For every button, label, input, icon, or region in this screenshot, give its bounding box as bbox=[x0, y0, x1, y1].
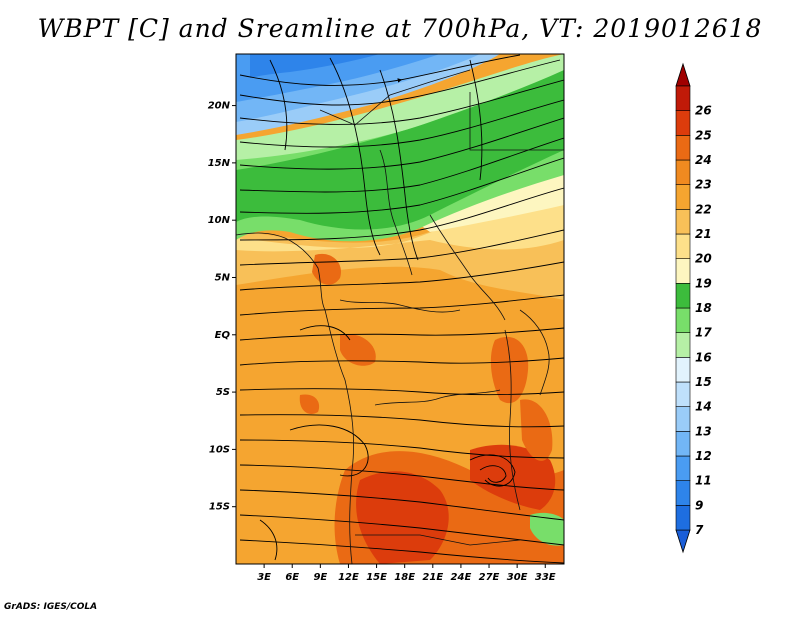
colorbar-label: 14 bbox=[695, 400, 712, 414]
colorbar-segment bbox=[675, 480, 691, 506]
colorbar-label: 20 bbox=[695, 252, 712, 266]
lat-tick-label: 20N bbox=[208, 101, 231, 112]
colorbar-label: 17 bbox=[695, 326, 712, 340]
streamlines bbox=[239, 54, 564, 564]
lat-tick-label: 10S bbox=[209, 444, 230, 455]
lon-tick-label: 12E bbox=[338, 572, 359, 583]
grads-credit: GrADS: IGES/COLA bbox=[4, 602, 98, 612]
colorbar-segment bbox=[675, 135, 691, 161]
colorbar-segment bbox=[675, 505, 691, 531]
colorbar-label: 16 bbox=[695, 350, 712, 364]
map-frame bbox=[235, 53, 565, 565]
colorbar-label: 24 bbox=[695, 153, 712, 167]
colorbar-segment bbox=[675, 307, 691, 333]
lon-tick-label: 9E bbox=[313, 572, 327, 583]
country-borders bbox=[236, 69, 564, 564]
colorbar-label: 11 bbox=[695, 474, 712, 488]
colorbar-segment bbox=[675, 332, 691, 358]
lat-tick-label: 15N bbox=[208, 158, 231, 169]
colorbar-label: 25 bbox=[695, 128, 712, 142]
colorbar-label: 26 bbox=[695, 104, 712, 118]
colorbar-segment bbox=[675, 258, 691, 284]
lat-tick-label: 5S bbox=[216, 387, 230, 398]
colorbar-segment bbox=[675, 233, 691, 259]
lon-tick-label: 6E bbox=[285, 572, 299, 583]
wbpt-shaded-field bbox=[236, 54, 564, 564]
lon-tick-label: 30E bbox=[507, 572, 528, 583]
colorbar-segment bbox=[675, 110, 691, 136]
colorbar-label: 9 bbox=[695, 498, 703, 512]
lon-tick-label: 15E bbox=[366, 572, 387, 583]
colorbar-segment bbox=[675, 159, 691, 185]
colorbar-label: 15 bbox=[695, 375, 712, 389]
lon-tick-label: 3E bbox=[257, 572, 271, 583]
colorbar-label: 19 bbox=[695, 276, 712, 290]
colorbar-segment bbox=[675, 184, 691, 210]
colorbar-label: 22 bbox=[695, 202, 712, 216]
latitude-axis: 20N 15N 10N 5N EQ 5S 10S 15S bbox=[208, 101, 236, 513]
lon-tick-label: 27E bbox=[479, 572, 500, 583]
colorbar-segment bbox=[675, 357, 691, 383]
colorbar-label: 13 bbox=[695, 424, 712, 438]
colorbar-segment bbox=[675, 455, 691, 481]
lon-tick-label: 33E bbox=[535, 572, 556, 583]
colorbar-label: 18 bbox=[695, 301, 712, 315]
colorbar-label: 23 bbox=[695, 178, 712, 192]
lat-tick-label: 10N bbox=[208, 215, 231, 226]
longitude-axis: 3E 6E 9E 12E 15E 18E 21E 24E 27E 30E 33E bbox=[257, 564, 556, 583]
colorbar-label: 7 bbox=[695, 523, 704, 537]
lat-tick-label: 5N bbox=[215, 272, 231, 283]
colorbar-segment bbox=[675, 406, 691, 432]
lat-tick-label: EQ bbox=[215, 330, 231, 341]
lon-tick-label: 24E bbox=[451, 572, 472, 583]
lon-tick-label: 21E bbox=[422, 572, 443, 583]
colorbar-segment bbox=[675, 381, 691, 407]
colorbar-label: 21 bbox=[695, 227, 712, 241]
colorbar-label: 12 bbox=[695, 449, 712, 463]
colorbar-segment bbox=[675, 85, 691, 111]
map-title: WBPT [C] and Sreamline at 700hPa, VT: 20… bbox=[37, 14, 763, 43]
colorbar: 7 9 11 12 13 14 15 16 17 18 19 20 21 22 23 24 25 26 bbox=[675, 62, 712, 554]
colorbar-over-triangle bbox=[675, 62, 691, 87]
lon-tick-label: 18E bbox=[394, 572, 415, 583]
colorbar-segment bbox=[675, 209, 691, 235]
colorbar-segment bbox=[675, 283, 691, 309]
colorbar-segment bbox=[675, 431, 691, 457]
colorbar-under-triangle bbox=[675, 529, 691, 554]
lat-tick-label: 15S bbox=[209, 502, 230, 513]
